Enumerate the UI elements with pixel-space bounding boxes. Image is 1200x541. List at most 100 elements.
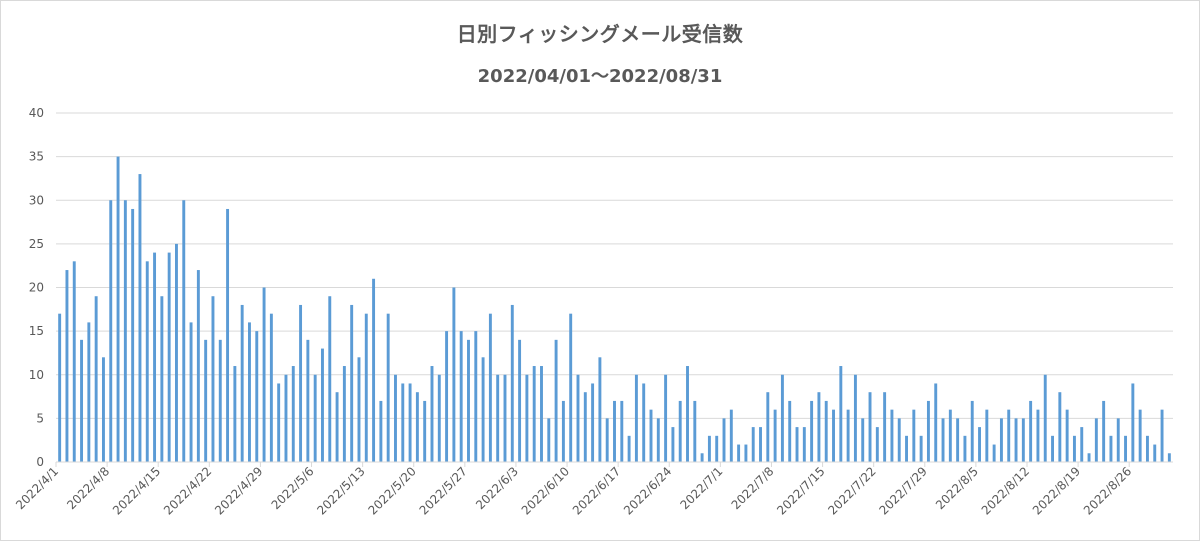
x-tick-label: 2022/6/10 [519,464,572,517]
bar [627,435,631,462]
bar [204,339,208,462]
bar [350,304,354,462]
bar [729,409,733,462]
bar [1116,418,1120,462]
bar [693,400,697,462]
bar [123,200,127,462]
y-tick-label: 30 [29,193,44,207]
bar [240,304,244,462]
bar [1072,435,1076,462]
bar [1007,409,1011,462]
bar [1102,400,1106,462]
bar [569,313,573,462]
y-tick-label: 25 [29,237,44,251]
bar [890,409,894,462]
bar [525,374,529,462]
bar [715,435,719,462]
bar [1080,427,1084,462]
bar [510,304,514,462]
bar [65,270,69,462]
bar [664,374,668,462]
bar [1029,400,1033,462]
bar [474,331,478,462]
bar [1043,374,1047,462]
bar [905,435,908,462]
x-tick-label: 2022/4/29 [212,464,265,517]
bar [262,287,266,462]
bars [58,156,1171,462]
chart-title: 日別フィッシングメール受信数 [456,22,744,46]
bar [620,400,624,462]
bar [810,400,814,462]
bar [291,366,295,462]
bar [554,339,558,462]
bar [335,392,339,462]
y-tick-label: 10 [29,368,44,382]
bar [255,331,259,462]
bar [364,313,368,462]
bar [160,296,164,462]
bar [226,208,230,462]
bar [861,418,865,462]
bar [598,357,602,462]
bar [634,374,638,462]
bar [481,357,485,462]
x-tick-label: 2022/8/26 [1081,464,1134,517]
bar [488,313,492,462]
bar [175,243,178,462]
bar [999,418,1003,462]
y-tick-label: 5 [36,411,44,425]
x-tick-label: 2022/4/15 [110,464,163,517]
x-tick-label: 2022/5/27 [417,464,470,517]
bar [284,374,288,462]
bar [832,409,835,462]
x-tick-label: 2022/6/24 [621,464,674,517]
bar [1124,435,1128,462]
bar [423,400,427,462]
bar [817,392,821,462]
bar [780,374,784,462]
x-tick-label: 2022/4/22 [161,464,214,517]
bar [649,409,653,462]
x-tick-label: 2022/7/8 [729,464,777,512]
bar [357,357,361,462]
bar [386,313,390,462]
bar [306,339,310,462]
x-tick-label: 2022/7/22 [825,464,878,517]
bar [766,392,770,462]
bar [576,374,580,462]
bar [372,278,376,462]
bar [1036,409,1040,462]
bar [978,427,981,462]
bar [561,400,565,462]
bar [248,322,251,462]
chart-subtitle: 2022/04/01～2022/08/31 [477,66,723,87]
bar [153,252,157,462]
gridlines [56,112,1173,419]
bar [72,261,76,462]
bar [328,296,332,462]
bar [970,400,974,462]
x-tick-label: 2022/4/8 [64,464,112,512]
bar [591,383,595,462]
bar [934,383,938,462]
bar [1087,453,1091,462]
bar [379,400,383,462]
bar [802,427,806,462]
bar [313,374,317,462]
bar [189,322,193,462]
bar [299,304,303,462]
bar [948,409,952,462]
bar [722,418,726,462]
bar [897,418,901,462]
bar [1138,409,1142,462]
bar [839,366,843,462]
y-axis-ticks: 0 5 10 15 20 25 30 35 40 [29,106,44,469]
bar [853,374,857,462]
bar [196,270,200,462]
x-tick-label: 2022/6/3 [473,464,521,512]
bar [342,366,346,462]
bar [408,383,412,462]
bar [1160,409,1164,462]
